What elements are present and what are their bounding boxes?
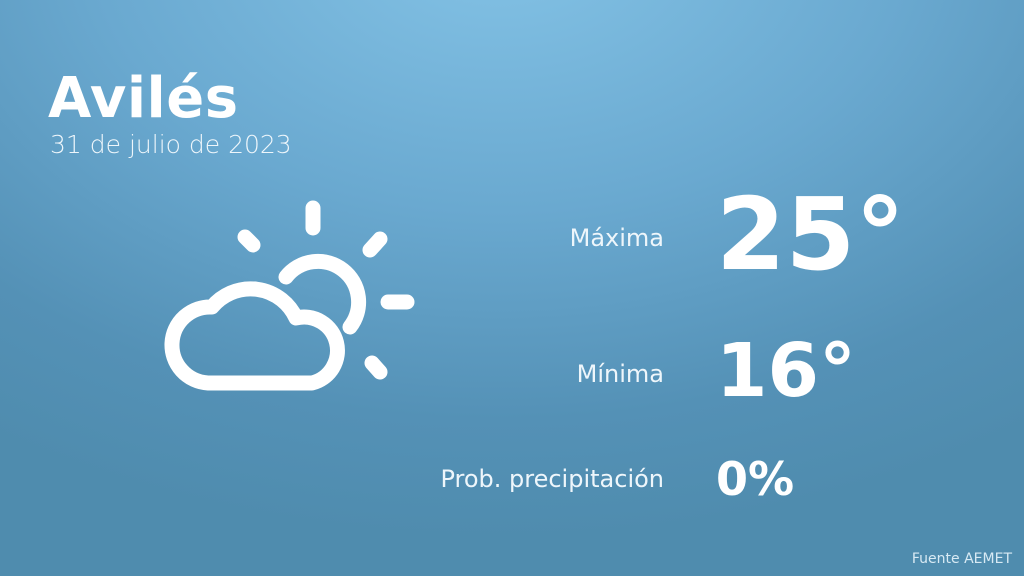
max-temp-value: 25° (716, 176, 906, 293)
max-temp-label: Máxima (569, 224, 664, 252)
min-temp-label: Mínima (576, 360, 664, 388)
city-title: Avilés (48, 66, 239, 131)
min-temp-value: 16° (716, 328, 856, 414)
precip-value: 0% (716, 452, 795, 506)
source-credit: Fuente AEMET (911, 551, 1012, 567)
precip-label: Prob. precipitación (440, 465, 664, 493)
forecast-date: 31 de julio de 2023 (50, 130, 292, 159)
